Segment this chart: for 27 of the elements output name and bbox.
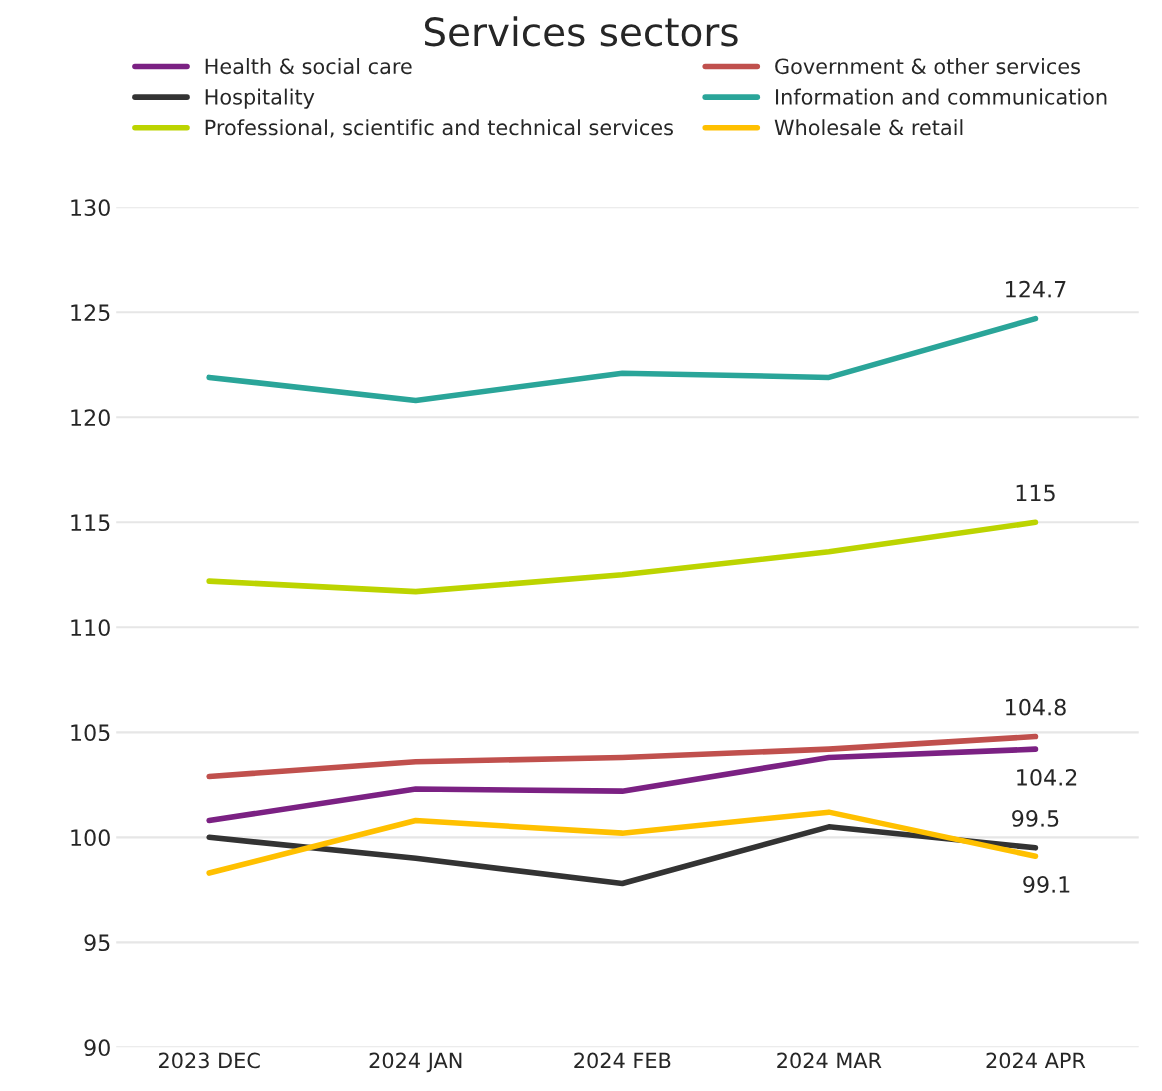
y-tick-label: 110	[71, 619, 110, 637]
y-tick-label: 95	[84, 934, 110, 952]
x-tick-label: 2024 APR	[986, 1052, 1086, 1069]
legend-label: Professional, scientific and technical services	[205, 119, 673, 138]
chart-title: Services sectors	[424, 16, 738, 47]
data-label: 104.8	[1006, 698, 1066, 716]
data-label: 124.7	[1006, 280, 1066, 298]
y-tick-label: 90	[84, 1039, 110, 1057]
x-tick-label: 2023 DEC	[158, 1052, 260, 1069]
y-tick-label: 125	[71, 304, 110, 322]
y-tick-label: 120	[71, 409, 110, 427]
data-label: 115	[1016, 484, 1055, 502]
y-tick-label: 115	[71, 514, 110, 532]
y-tick-label: 100	[71, 829, 110, 847]
y-tick-label: 105	[71, 724, 110, 742]
data-label: 99.1	[1023, 876, 1070, 893]
legend-label: Wholesale & retail	[774, 119, 963, 136]
data-label: 99.5	[1012, 810, 1059, 827]
legend-label: Health & social care	[205, 58, 412, 75]
legend-label: Hospitality	[205, 88, 315, 109]
data-label: 104.2	[1017, 768, 1077, 786]
legend-label: Information and communication	[776, 88, 1107, 105]
legend-label: Government & other services	[775, 58, 1080, 75]
x-tick-label: 2024 JAN	[369, 1052, 462, 1073]
x-tick-label: 2024 MAR	[777, 1052, 882, 1069]
x-tick-label: 2024 FEB	[574, 1052, 671, 1069]
y-tick-label: 130	[71, 199, 110, 217]
